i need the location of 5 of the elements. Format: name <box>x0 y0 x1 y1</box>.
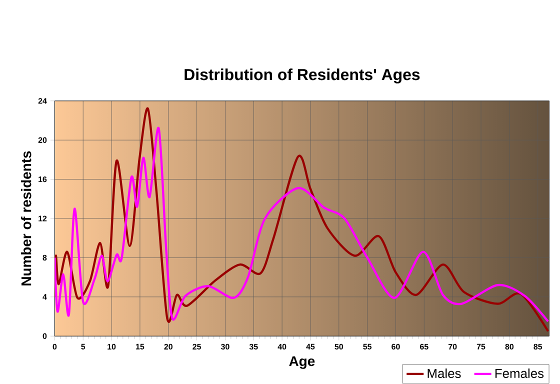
legend-label: Females <box>495 368 544 378</box>
y-axis-title: Number of residents <box>20 151 32 286</box>
chart-title: Distribution of Residents' Ages <box>184 68 420 84</box>
x-axis-title: Age <box>289 356 315 370</box>
legend-label: Males <box>428 368 461 378</box>
